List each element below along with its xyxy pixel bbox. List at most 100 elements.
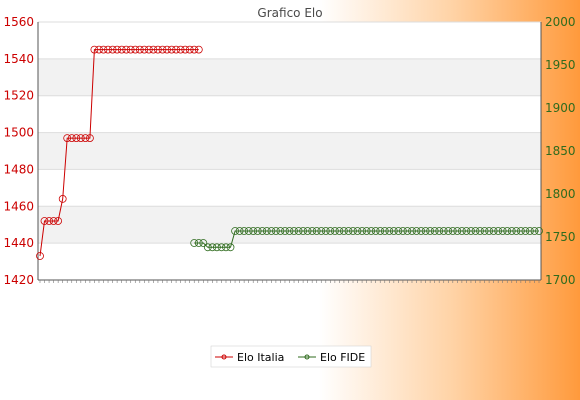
data-point[interactable] (153, 45, 162, 54)
data-point[interactable] (281, 227, 289, 235)
data-point[interactable] (158, 45, 167, 54)
data-point[interactable] (45, 217, 53, 225)
data-point[interactable] (290, 227, 298, 235)
data-point[interactable] (448, 227, 457, 235)
data-point[interactable] (403, 227, 412, 235)
data-point[interactable] (190, 239, 199, 247)
data-point[interactable] (412, 227, 421, 235)
data-point[interactable] (485, 227, 494, 235)
data-point[interactable] (86, 134, 94, 143)
data-point[interactable] (140, 45, 149, 54)
data-point[interactable] (489, 227, 498, 235)
data-point[interactable] (49, 217, 58, 225)
data-point[interactable] (503, 227, 512, 235)
data-point[interactable] (353, 227, 362, 235)
data-point[interactable] (421, 227, 430, 235)
data-point[interactable] (226, 243, 235, 252)
data-point[interactable] (512, 227, 521, 235)
data-point[interactable] (453, 227, 462, 235)
data-point[interactable] (117, 45, 126, 54)
data-point[interactable] (36, 252, 44, 260)
data-point[interactable] (240, 227, 249, 235)
data-point[interactable] (426, 227, 435, 235)
data-point[interactable] (385, 227, 394, 235)
data-point[interactable] (122, 45, 131, 54)
data-point[interactable] (339, 227, 348, 235)
data-point[interactable] (199, 239, 208, 247)
data-point[interactable] (285, 227, 294, 235)
data-point[interactable] (190, 45, 199, 54)
data-point[interactable] (231, 227, 240, 235)
data-point[interactable] (444, 227, 453, 235)
data-point[interactable] (58, 194, 67, 203)
legend-item-elo-italia[interactable]: Elo Italia (215, 351, 284, 364)
data-point[interactable] (435, 227, 444, 235)
data-point[interactable] (90, 45, 99, 54)
data-point[interactable] (430, 227, 439, 235)
data-point[interactable] (108, 45, 117, 54)
data-point[interactable] (249, 227, 258, 235)
data-point[interactable] (439, 227, 448, 235)
data-point[interactable] (494, 227, 503, 235)
data-point[interactable] (194, 45, 203, 54)
data-point[interactable] (476, 227, 484, 235)
data-point[interactable] (54, 217, 62, 225)
data-point[interactable] (253, 227, 262, 235)
legend-item-elo-fide[interactable]: Elo FIDE (298, 351, 365, 364)
data-point[interactable] (335, 227, 344, 235)
data-point[interactable] (380, 227, 389, 235)
data-point[interactable] (358, 227, 367, 235)
data-point[interactable] (208, 243, 217, 252)
data-point[interactable] (462, 227, 471, 235)
data-point[interactable] (63, 134, 72, 143)
data-point[interactable] (267, 227, 276, 235)
data-point[interactable] (480, 227, 489, 235)
data-point[interactable] (144, 45, 153, 54)
data-point[interactable] (149, 45, 158, 54)
data-point[interactable] (312, 227, 321, 235)
data-point[interactable] (72, 134, 81, 143)
data-point[interactable] (95, 45, 103, 54)
data-point[interactable] (294, 227, 303, 235)
data-point[interactable] (526, 227, 534, 235)
data-point[interactable] (262, 227, 271, 235)
data-point[interactable] (167, 45, 176, 54)
data-point[interactable] (135, 45, 144, 54)
data-point[interactable] (99, 45, 108, 54)
data-point[interactable] (467, 227, 475, 235)
data-point[interactable] (330, 227, 339, 235)
data-point[interactable] (349, 227, 357, 235)
data-point[interactable] (76, 134, 85, 143)
data-point[interactable] (299, 227, 308, 235)
data-point[interactable] (417, 227, 426, 235)
data-point[interactable] (408, 227, 416, 235)
data-point[interactable] (521, 227, 530, 235)
data-point[interactable] (317, 227, 326, 235)
data-point[interactable] (244, 227, 253, 235)
data-point[interactable] (530, 227, 539, 235)
data-point[interactable] (308, 227, 317, 235)
data-point[interactable] (376, 227, 385, 235)
data-point[interactable] (172, 45, 181, 54)
data-point[interactable] (321, 227, 330, 235)
data-point[interactable] (194, 239, 203, 247)
data-point[interactable] (181, 45, 190, 54)
data-point[interactable] (258, 227, 267, 235)
data-point[interactable] (276, 227, 285, 235)
data-point[interactable] (398, 227, 407, 235)
data-point[interactable] (176, 45, 185, 54)
data-point[interactable] (104, 45, 112, 54)
data-point[interactable] (457, 227, 466, 235)
data-point[interactable] (235, 227, 244, 235)
data-point[interactable] (81, 134, 90, 143)
data-point[interactable] (131, 45, 140, 54)
data-point[interactable] (362, 227, 371, 235)
data-point[interactable] (367, 227, 376, 235)
data-point[interactable] (203, 243, 212, 252)
data-point[interactable] (163, 45, 171, 54)
data-point[interactable] (507, 227, 516, 235)
data-point[interactable] (326, 227, 335, 235)
legend[interactable]: Elo Italia Elo FIDE (210, 345, 372, 368)
data-point[interactable] (389, 227, 398, 235)
data-point[interactable] (303, 227, 312, 235)
